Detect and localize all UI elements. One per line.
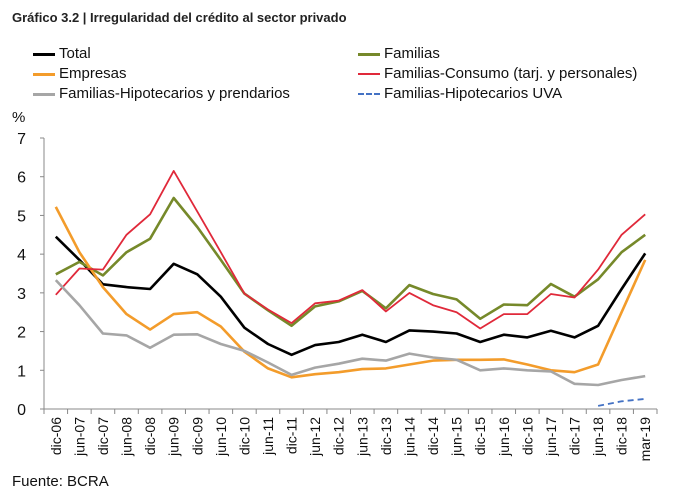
- x-tick-label: jun-10: [213, 417, 229, 457]
- legend-label: Familias: [384, 45, 440, 62]
- legend-total: Total: [33, 45, 91, 63]
- series-line-2: [54, 206, 647, 379]
- x-tick-label: dic-18: [614, 417, 630, 455]
- x-tick-label: jun-16: [496, 417, 512, 457]
- y-tick-label: 6: [17, 170, 26, 187]
- legend-label: Familias-Consumo (tarj. y personales): [384, 65, 638, 82]
- x-tick-label: jun-18: [590, 417, 606, 457]
- x-tick-label: dic-07: [95, 417, 111, 455]
- chart-title: Gráfico 3.2 | Irregularidad del crédito …: [12, 10, 347, 25]
- y-tick-label: 2: [17, 325, 26, 342]
- legend-swatch: [358, 93, 380, 95]
- legend-label: Familias-Hipotecarios UVA: [384, 85, 563, 102]
- series-line-5: [597, 398, 646, 407]
- x-tick-label: dic-06: [48, 417, 64, 455]
- y-tick-label: 5: [17, 208, 26, 225]
- y-tick-label: 7: [17, 131, 26, 148]
- legend-label: Familias-Hipotecarios y prendarios: [59, 85, 290, 102]
- x-tick-label: jun-09: [166, 417, 182, 457]
- legend-hipotecarios: Familias-Hipotecarios y prendarios: [33, 85, 290, 103]
- series-line-3: [55, 170, 646, 330]
- x-tick-label: dic-14: [425, 417, 441, 455]
- x-tick-label: jun-13: [354, 417, 370, 457]
- x-tick-label: jun-07: [71, 417, 87, 457]
- x-tick-label: jun-15: [449, 417, 465, 457]
- y-tick-label: 3: [17, 286, 26, 303]
- legend-empresas: Empresas: [33, 65, 127, 83]
- legend-consumo: Familias-Consumo (tarj. y personales): [358, 65, 637, 83]
- x-tick-label: jun-14: [401, 417, 417, 457]
- legend-swatch: [33, 92, 55, 96]
- legend-label: Total: [59, 45, 91, 62]
- x-tick-label: jun-08: [119, 417, 135, 457]
- x-tick-label: dic-12: [331, 417, 347, 455]
- y-tick-label: 1: [17, 363, 26, 380]
- x-tick-label: dic-17: [566, 417, 582, 455]
- y-tick-label: 4: [17, 247, 26, 264]
- legend-swatch: [33, 72, 55, 76]
- x-tick-label: dic-09: [189, 417, 205, 455]
- series-line-4: [54, 279, 646, 387]
- x-tick-label: dic-08: [142, 417, 158, 455]
- x-tick-label: dic-13: [378, 417, 394, 455]
- legend-familias: Familias: [358, 45, 440, 63]
- y-axis-label: %: [12, 109, 25, 126]
- x-tick-label: jun-12: [307, 417, 323, 457]
- x-tick-label: mar-19: [637, 417, 653, 462]
- x-tick-label: dic-11: [284, 417, 300, 454]
- legend-swatch: [358, 73, 380, 75]
- source-note: Fuente: BCRA: [12, 473, 109, 490]
- legend-swatch: [33, 52, 55, 56]
- x-tick-label: jun-17: [543, 417, 559, 457]
- series-line-0: [54, 235, 647, 357]
- series-line-1: [55, 196, 646, 328]
- x-tick-label: jun-11: [260, 417, 276, 456]
- legend-swatch: [358, 52, 380, 56]
- x-tick-label: dic-16: [519, 417, 535, 455]
- y-tick-label: 0: [17, 402, 26, 419]
- x-tick-label: dic-15: [472, 417, 488, 455]
- legend-label: Empresas: [59, 65, 127, 82]
- legend-uva: Familias-Hipotecarios UVA: [358, 85, 562, 103]
- x-tick-label: dic-10: [236, 417, 252, 455]
